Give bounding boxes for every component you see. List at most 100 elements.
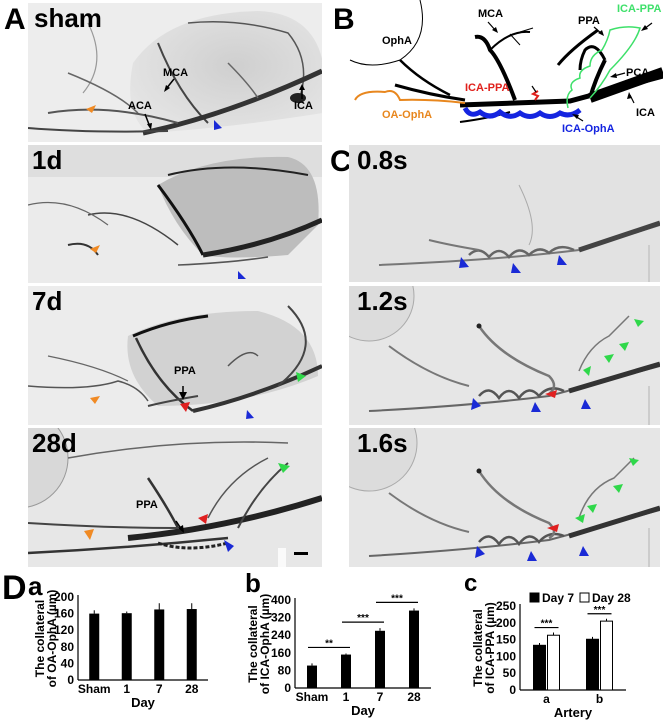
x-tick-label: 28 bbox=[185, 682, 199, 696]
y-tick-label: 200 bbox=[54, 590, 74, 604]
panel-letter-a: A bbox=[4, 3, 26, 36]
y-tick-label: 150 bbox=[496, 633, 516, 647]
ica-opha-vessel bbox=[462, 106, 582, 119]
legend-swatch bbox=[529, 592, 540, 603]
arrowhead-orange bbox=[84, 529, 94, 540]
sub-letter-a: a bbox=[28, 571, 43, 601]
x-tick-label: Sham bbox=[296, 690, 329, 704]
arrowhead-orange bbox=[86, 105, 96, 113]
time-label-1-2s: 1.2s bbox=[357, 286, 408, 316]
bar bbox=[375, 630, 385, 688]
label-opha: OphA bbox=[382, 35, 412, 47]
x-axis-label: Day bbox=[131, 695, 156, 710]
angiogram-1-6s: 1.6s bbox=[349, 428, 660, 567]
label-mca: MCA bbox=[163, 67, 189, 79]
label-ica-ppa-green: ICA-PPA bbox=[617, 3, 662, 15]
arrowhead-blue bbox=[511, 263, 521, 273]
y-tick-label: 160 bbox=[54, 607, 74, 621]
y-axis-label: of OA-OphA (µm) bbox=[45, 590, 59, 687]
angiogram-sham: sham MCA ACA ICA bbox=[28, 3, 322, 142]
panel-letter-d: D bbox=[2, 569, 27, 607]
arrowhead-green bbox=[629, 458, 639, 466]
significance-label: *** bbox=[391, 593, 403, 604]
y-tick-label: 0 bbox=[67, 673, 74, 687]
x-axis-label: Artery bbox=[554, 705, 593, 720]
y-tick-label: 240 bbox=[271, 628, 291, 642]
x-tick-label: 1 bbox=[123, 682, 130, 696]
x-tick-label: 7 bbox=[156, 682, 163, 696]
x-tick-label: 1 bbox=[343, 690, 350, 704]
arrowhead-red bbox=[547, 524, 559, 532]
oa-opha-vessel bbox=[354, 90, 466, 104]
label-aca: ACA bbox=[128, 100, 152, 112]
y-axis-label: The collateral bbox=[246, 605, 260, 682]
time-label-sham: sham bbox=[34, 3, 102, 33]
arrowhead-orange bbox=[90, 396, 100, 404]
x-tick-label: Sham bbox=[78, 682, 111, 696]
angiogram-0-8s: 0.8s bbox=[349, 145, 660, 282]
label-ica-schematic: ICA bbox=[636, 107, 655, 119]
sub-letter-b: b bbox=[245, 568, 261, 598]
arrowhead-blue bbox=[214, 120, 222, 130]
arrowhead-red bbox=[198, 514, 208, 524]
arrowhead-blue bbox=[581, 399, 591, 409]
ica-ppa-red-vessel bbox=[530, 90, 540, 101]
vessel-schematic: OphA MCA PPA ICA-PPA PCA ICA-PPA OA-OphA… bbox=[340, 0, 663, 140]
y-tick-label: 50 bbox=[503, 666, 517, 680]
bar bbox=[121, 613, 132, 680]
label-mca-schematic: MCA bbox=[478, 8, 504, 20]
arrowhead-blue bbox=[471, 398, 481, 410]
y-tick-label: 80 bbox=[61, 640, 75, 654]
bar bbox=[409, 610, 419, 688]
y-axis-label: The collateral bbox=[33, 600, 47, 677]
significance-label: *** bbox=[357, 613, 369, 624]
y-tick-label: 400 bbox=[271, 593, 291, 607]
panel-letter-b: B bbox=[333, 3, 355, 36]
bar bbox=[186, 609, 197, 680]
x-axis-label: Day bbox=[351, 703, 376, 718]
bar bbox=[533, 644, 546, 691]
arrowhead-blue bbox=[459, 257, 469, 268]
y-axis-label: of ICA-PPA (µm) bbox=[483, 602, 497, 694]
arrowhead-green bbox=[583, 366, 591, 376]
x-tick-label: 7 bbox=[377, 690, 384, 704]
y-tick-label: 200 bbox=[496, 616, 516, 630]
y-tick-label: 0 bbox=[509, 683, 516, 697]
arrowhead-green bbox=[575, 514, 585, 523]
label-ppa-schematic: PPA bbox=[578, 15, 600, 27]
scale-bar bbox=[294, 552, 308, 555]
angiogram-1-2s: 1.2s bbox=[349, 286, 660, 425]
bar bbox=[547, 634, 560, 691]
label-oa-opha: OA-OphA bbox=[382, 109, 433, 121]
label-ppa: PPA bbox=[174, 365, 196, 377]
arrowhead-orange bbox=[90, 245, 100, 253]
significance-label: *** bbox=[594, 605, 606, 616]
y-axis-label: of ICA-OphA (µm) bbox=[258, 594, 272, 694]
significance-label: ** bbox=[325, 638, 333, 649]
annotation-arrows-sham bbox=[86, 78, 305, 130]
bar bbox=[341, 654, 351, 688]
time-label-1d: 1d bbox=[32, 145, 63, 175]
chart-ica-ppa: The collateral of ICA-PPA (µm) 0 50 100 150 20… bbox=[468, 590, 663, 721]
arrowhead-blue bbox=[527, 551, 537, 561]
arrowhead-green bbox=[278, 463, 290, 473]
arrowhead-red bbox=[180, 402, 190, 412]
y-tick-label: 80 bbox=[278, 663, 292, 677]
y-tick-label: 250 bbox=[496, 599, 516, 613]
bar bbox=[89, 613, 100, 680]
x-tick-label: b bbox=[596, 692, 603, 706]
x-tick-label: 28 bbox=[407, 690, 421, 704]
arrowhead-blue bbox=[224, 540, 234, 552]
angiogram-1d: 1d bbox=[28, 145, 322, 283]
arrowhead-green bbox=[613, 484, 623, 493]
label-ica-opha: ICA-OphA bbox=[562, 123, 615, 135]
time-label-7d: 7d bbox=[32, 286, 63, 316]
label-ica-ppa-red: ICA-PPA bbox=[465, 82, 510, 94]
panel-letter-c: C bbox=[330, 145, 352, 178]
chart-ica-opha: The collateral of ICA-OphA (µm) 0 80 160 240 3… bbox=[243, 590, 443, 721]
y-tick-label: 160 bbox=[271, 646, 291, 660]
y-tick-label: 120 bbox=[54, 623, 74, 637]
arrowhead-blue bbox=[579, 546, 589, 556]
y-tick-label: 0 bbox=[284, 681, 291, 695]
y-tick-label: 100 bbox=[496, 649, 516, 663]
